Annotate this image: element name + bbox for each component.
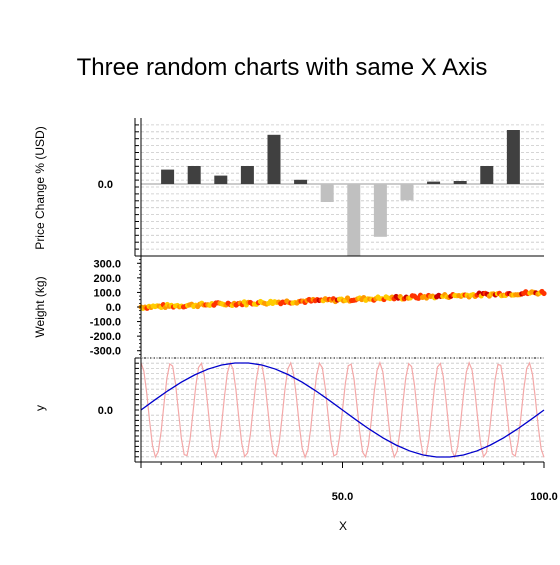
bar (240, 166, 254, 184)
bar (294, 179, 308, 184)
bar (347, 184, 361, 256)
bar (453, 181, 467, 184)
panel2-tick-label: -300.0 (90, 346, 121, 358)
panel1-tick-label: 0.0 (98, 179, 113, 191)
chart-title: Three random charts with same X Axis (77, 54, 488, 81)
panel1-ylabel: Price Change % (USD) (33, 126, 47, 249)
x-tick-label: 100.0 (530, 491, 558, 503)
bar (161, 169, 175, 184)
panel2-tick-label: 0.0 (106, 302, 121, 314)
panel2-tick-label: -100.0 (90, 317, 121, 329)
bar (427, 181, 441, 184)
bar (267, 134, 281, 184)
panel2-tick-label: 200.0 (93, 273, 121, 285)
panel2-ylabel: Weight (kg) (33, 276, 47, 337)
panel2-tick-label: 300.0 (93, 258, 121, 270)
panel3-ylabel: y (33, 405, 47, 411)
bar (187, 166, 201, 184)
panel2-tick-label: 100.0 (93, 287, 121, 299)
panel2-tick-label: -200.0 (90, 331, 121, 343)
bar (506, 130, 520, 184)
bar (373, 184, 387, 237)
plot-layer: 0.0 300.0 200.0 100.0 0.0 -100.0 -200.0 -300.0 0… (90, 118, 558, 503)
x-axis-label: X (339, 519, 347, 533)
bar (400, 184, 414, 201)
bar (320, 184, 334, 202)
series-line-1 (140, 362, 545, 458)
panel3-tick-label: 0.0 (98, 405, 113, 417)
bar (214, 175, 228, 184)
x-tick-label: 50.0 (332, 491, 353, 503)
bar (480, 166, 494, 184)
scatter-point (541, 290, 547, 297)
